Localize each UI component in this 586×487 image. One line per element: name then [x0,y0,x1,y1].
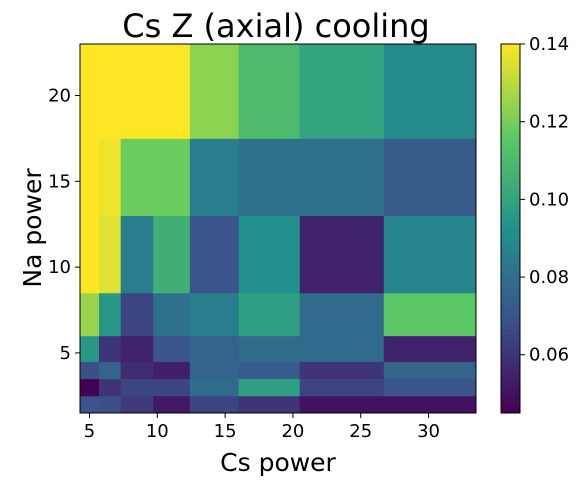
heatmap-cell [299,44,385,139]
heatmap-cell [80,335,100,362]
heatmap-cell [153,215,191,294]
heatmap-cell [80,395,100,414]
y-tick-label: 15 [48,171,71,192]
heatmap-cell [299,335,385,362]
heatmap-cell [238,292,301,337]
colorbar-ticks: 0.06 0.08 0.10 0.12 0.14 [520,34,569,366]
heatmap-cell [189,361,240,380]
heatmap-cell [153,378,191,397]
y-axis-ticks: 5 10 15 20 [48,85,80,364]
heatmap-cell [98,138,122,217]
heatmap-cell [120,335,154,362]
x-tick-label: 20 [281,421,304,442]
heatmap-cell [238,335,301,362]
heatmap-cell [120,292,154,337]
x-tick-label: 15 [214,421,237,442]
heatmap-cell [80,44,100,139]
chart-title: Cs Z (axial) cooling [122,7,429,45]
heatmap-cell [153,292,191,337]
y-axis-label: Na power [18,168,47,288]
heatmap-cell [383,292,477,337]
heatmap-cell [153,335,191,362]
heatmap-cell [299,138,385,217]
heatmap-cell [120,395,154,414]
heatmap-cell [238,361,301,380]
heatmap-cell [80,378,100,397]
heatmap-cell [383,395,477,414]
heatmap-cell [153,44,191,139]
heatmap-cell [98,44,122,139]
heatmap-cell [98,361,122,380]
heatmap-cell [98,292,122,337]
heatmap-cell [98,395,122,414]
heatmap-cell [189,138,240,217]
heatmap-cell [120,215,154,294]
heatmap-cell [383,215,477,294]
colorbar-tick-label: 0.08 [529,267,569,288]
heatmap-cells [80,44,477,414]
heatmap-cell [98,335,122,362]
heatmap-cell [80,292,100,337]
heatmap-cell [98,378,122,397]
heatmap-cell [120,361,154,380]
colorbar-tick-label: 0.12 [529,112,569,133]
heatmap-cell [383,44,477,139]
heatmap-cell [189,44,240,139]
heatmap-cell [80,138,100,217]
y-tick-label: 5 [60,343,71,364]
heatmap-cell [120,138,154,217]
heatmap-cell [80,361,100,380]
heatmap-cell [299,378,385,397]
heatmap-cell [80,215,100,294]
colorbar-tick-label: 0.14 [529,34,569,55]
x-tick-label: 10 [146,421,169,442]
heatmap-cell [383,138,477,217]
y-tick-label: 20 [48,85,71,106]
heatmap-cell [153,395,191,414]
heatmap-cell [120,44,154,139]
x-axis-ticks: 5 10 15 20 25 30 [84,413,440,442]
x-tick-label: 30 [417,421,440,442]
colorbar-tick-label: 0.06 [529,345,569,366]
heatmap-cell [238,138,301,217]
x-tick-label: 25 [349,421,372,442]
heatmap-cell [299,292,385,337]
heatmap-cell [238,378,301,397]
heatmap-cell [299,361,385,380]
x-axis-label: Cs power [220,448,336,477]
heatmap-cell [153,361,191,380]
heatmap-cell [189,395,240,414]
x-tick-label: 5 [84,421,95,442]
heatmap-cell [189,335,240,362]
heatmap-cell [120,378,154,397]
heatmap-cell [189,292,240,337]
colorbar [500,43,521,414]
heatmap-cell [383,361,477,380]
heatmap-cell [98,215,122,294]
y-tick-label: 10 [48,257,71,278]
heatmap-cell [299,215,385,294]
heatmap-cell [299,395,385,414]
colorbar-tick-label: 0.10 [529,189,569,210]
heatmap-cell [238,215,301,294]
heatmap-cell [189,215,240,294]
heatmap-cell [153,138,191,217]
heatmap-cell [383,335,477,362]
heatmap-cell [383,378,477,397]
heatmap-cell [238,395,301,414]
heatmap-cell [189,378,240,397]
heatmap-cell [238,44,301,139]
plot-frame [79,43,477,414]
